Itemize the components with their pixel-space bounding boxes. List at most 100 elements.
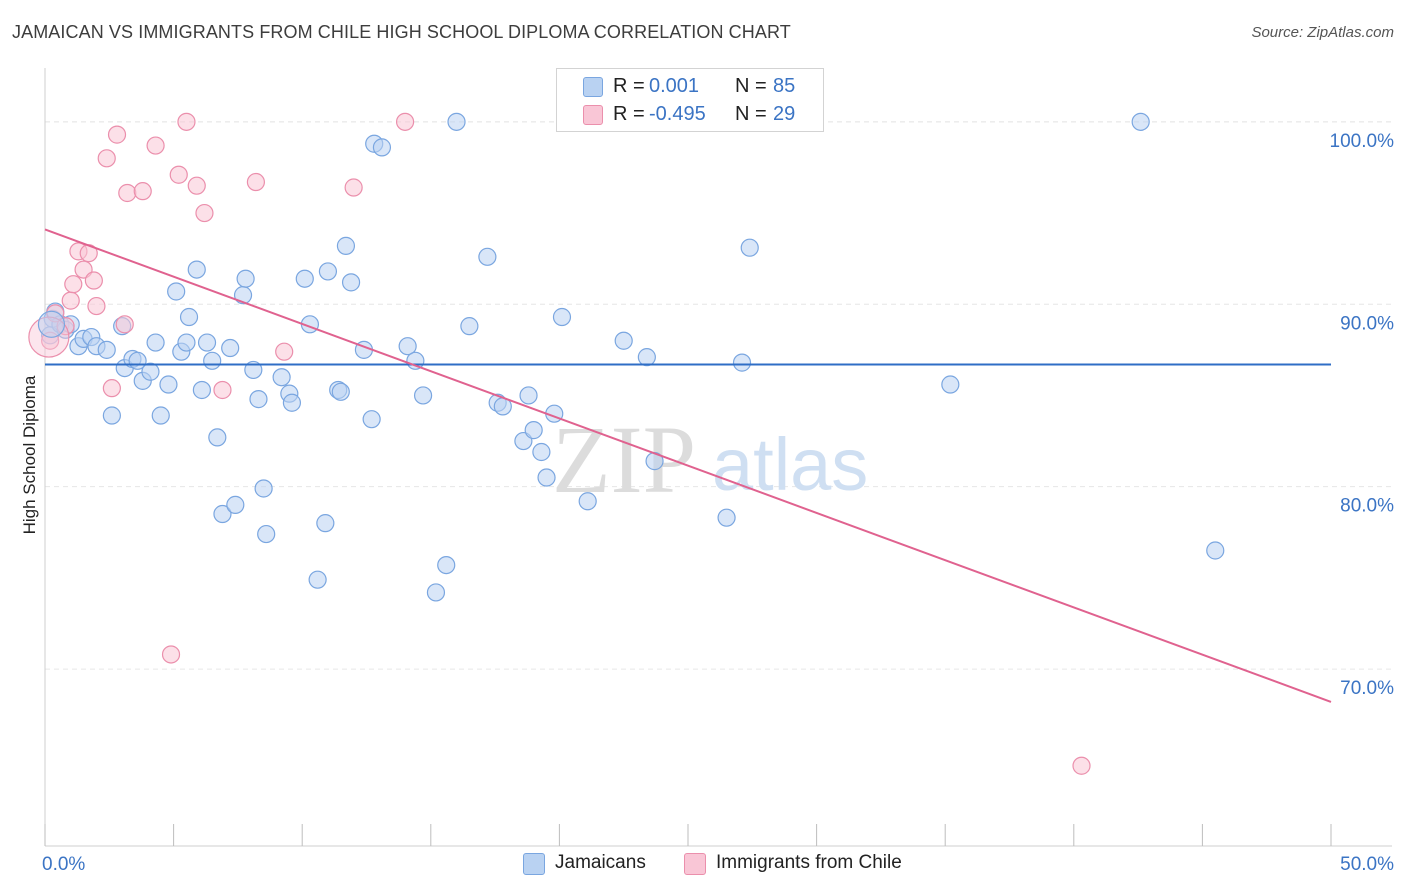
- legend-r-value: 0.001: [649, 75, 700, 97]
- point-jamaicans: [413, 386, 433, 405]
- point-jamaicans: [141, 362, 160, 381]
- watermark-atlas: atlas: [712, 423, 868, 506]
- series-swatch-jamaicans: [523, 853, 545, 875]
- point-jamaicans: [167, 282, 186, 301]
- point-jamaicans: [179, 307, 199, 327]
- point-jamaicans: [426, 583, 446, 602]
- point-jamaicans: [159, 375, 178, 394]
- series-label-jamaicans: Jamaicans: [555, 852, 646, 873]
- point-jamaicans: [437, 555, 456, 575]
- point-jamaicans: [257, 524, 276, 544]
- point-jamaicans: [37, 310, 66, 338]
- point-jamaicans: [552, 307, 572, 327]
- legend-n-value: 85: [773, 75, 796, 97]
- point-jamaicans: [187, 260, 206, 279]
- point-jamaicans: [532, 442, 551, 462]
- trend-line-chile: [44, 228, 1332, 703]
- legend-swatch-jamaicans: [583, 77, 603, 97]
- point-jamaicans: [1206, 541, 1225, 560]
- point-jamaicans: [192, 380, 211, 400]
- legend-r-label: R =: [613, 75, 645, 97]
- point-chile: [118, 183, 137, 203]
- point-chile: [275, 342, 294, 361]
- y-axis-label: High School Diploma: [20, 375, 39, 534]
- point-jamaicans: [331, 382, 350, 401]
- y-tick-label: 70.0%: [1340, 678, 1394, 699]
- point-chile: [246, 172, 266, 192]
- point-jamaicans: [221, 338, 240, 358]
- point-jamaicans: [614, 331, 633, 350]
- series-label-chile: Immigrants from Chile: [716, 852, 902, 873]
- point-jamaicans: [336, 236, 356, 255]
- point-jamaicans: [519, 386, 538, 405]
- point-chile: [64, 275, 83, 294]
- point-jamaicans: [1131, 112, 1150, 131]
- point-jamaicans: [316, 514, 335, 533]
- point-jamaicans: [732, 353, 752, 372]
- tick-label-layer: 70.0% 80.0% 90.0% 100.0% 0.0% 50.0%: [42, 131, 1394, 875]
- point-chile: [187, 176, 206, 195]
- x-tick-label: 0.0%: [42, 854, 85, 875]
- point-jamaicans: [578, 492, 597, 511]
- series-legend: Jamaicans Immigrants from Chile: [0, 850, 1406, 878]
- point-jamaicans: [254, 479, 273, 498]
- y-tick-label: 80.0%: [1340, 496, 1394, 517]
- y-tick-label: 90.0%: [1340, 313, 1394, 334]
- point-jamaicans: [295, 269, 314, 288]
- point-jamaicans: [249, 390, 268, 409]
- point-chile: [169, 165, 188, 184]
- watermark-zip: ZIP: [552, 406, 696, 513]
- x-tick-label: 50.0%: [1340, 854, 1394, 875]
- point-jamaicans: [637, 348, 656, 367]
- point-jamaicans: [941, 375, 960, 394]
- legend-r-label: R =: [613, 103, 645, 125]
- point-jamaicans: [282, 393, 302, 412]
- point-jamaicans: [478, 247, 497, 266]
- point-jamaicans: [341, 273, 361, 292]
- point-chile: [102, 379, 121, 398]
- point-jamaicans: [537, 468, 556, 487]
- correlation-legend: R = 0.001 N = 85 R = -0.495 N = 29: [556, 68, 824, 132]
- point-jamaicans: [447, 112, 466, 131]
- point-jamaicans: [151, 406, 170, 425]
- point-jamaicans: [236, 269, 255, 288]
- point-chile: [213, 380, 232, 400]
- point-chile: [97, 149, 116, 168]
- point-chile: [344, 178, 363, 197]
- series-swatch-chile: [684, 853, 706, 875]
- point-jamaicans: [208, 428, 227, 447]
- point-jamaicans: [244, 360, 263, 380]
- y-tick-label: 100.0%: [1330, 131, 1395, 152]
- point-chile: [115, 315, 134, 334]
- legend-n-label: N =: [735, 103, 767, 125]
- point-chile: [133, 182, 152, 201]
- point-chile: [146, 136, 165, 155]
- chart-source: Source: ZipAtlas.com: [1251, 24, 1394, 41]
- axis-layer: [44, 68, 1392, 847]
- point-jamaicans: [213, 504, 232, 524]
- point-jamaicans: [226, 495, 245, 514]
- point-jamaicans: [203, 351, 222, 370]
- legend-row-jamaicans: R = 0.001 N = 85: [557, 72, 823, 100]
- point-jamaicans: [717, 508, 736, 527]
- point-jamaicans: [372, 138, 392, 157]
- point-chile: [1072, 756, 1091, 775]
- legend-n-label: N =: [735, 75, 767, 97]
- point-chile: [84, 271, 103, 290]
- legend-row-chile: R = -0.495 N = 29: [557, 100, 823, 128]
- point-jamaicans: [308, 570, 327, 589]
- point-jamaicans: [197, 333, 217, 352]
- point-jamaicans: [102, 406, 121, 425]
- chart-title: JAMAICAN VS IMMIGRANTS FROM CHILE HIGH S…: [12, 22, 791, 42]
- point-chile: [177, 112, 196, 131]
- point-jamaicans: [177, 333, 196, 352]
- point-jamaicans: [398, 337, 417, 356]
- point-jamaicans: [272, 368, 291, 387]
- trend-layer: [44, 228, 1332, 703]
- point-chile: [161, 645, 181, 664]
- point-chile: [195, 203, 214, 223]
- points-layer: [28, 112, 1225, 775]
- legend-swatch-chile: [583, 105, 603, 125]
- point-chile: [395, 112, 415, 131]
- point-jamaicans: [460, 317, 479, 336]
